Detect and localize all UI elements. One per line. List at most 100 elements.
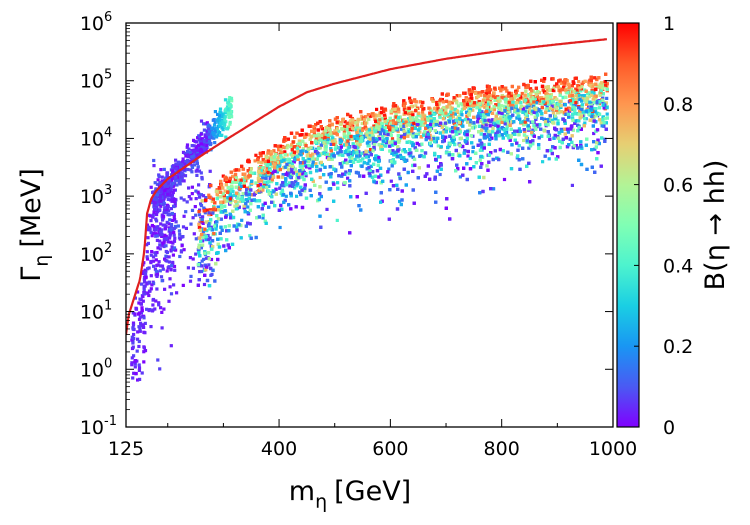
scatter-point: [162, 307, 166, 311]
scatter-point: [152, 227, 156, 232]
scatter-point: [169, 292, 174, 296]
scatter-point: [353, 157, 357, 161]
scatter-point: [160, 232, 164, 236]
scatter-point: [458, 175, 462, 179]
scatter-point: [152, 164, 156, 168]
scatter-point: [512, 94, 516, 98]
scatter-point: [562, 87, 566, 92]
scatter-point: [278, 225, 282, 230]
scatter-point: [583, 121, 587, 125]
scatter-point: [223, 109, 227, 113]
scatter-point: [162, 167, 166, 171]
scatter-point: [169, 232, 173, 236]
scatter-point: [158, 243, 162, 247]
scatter-point: [159, 264, 163, 268]
scatter-point: [162, 237, 166, 241]
scatter-point: [186, 266, 190, 270]
scatter-point: [161, 218, 165, 222]
scatter-point: [183, 162, 188, 166]
scatter-point: [152, 196, 156, 200]
scatter-point: [150, 250, 154, 254]
scatter-point: [194, 189, 198, 193]
scatter-point: [480, 110, 484, 114]
scatter-point: [218, 124, 222, 128]
scatter-point: [501, 87, 505, 91]
scatter-point: [223, 111, 228, 115]
scatter-point: [153, 208, 157, 212]
scatter-point: [216, 112, 220, 116]
scatter-point: [198, 140, 202, 144]
scatter-point: [418, 130, 422, 134]
scatter-point: [202, 143, 206, 147]
scatter-point: [286, 143, 290, 148]
scatter-point: [155, 193, 159, 197]
scatter-point: [150, 283, 154, 287]
scatter-point: [189, 197, 193, 201]
scatter-point: [220, 133, 224, 137]
scatter-point: [137, 301, 141, 305]
scatter-point: [130, 338, 134, 342]
scatter-point: [133, 365, 137, 369]
scatter-point: [169, 223, 174, 227]
scatter-point: [228, 96, 232, 100]
scatter-point: [152, 282, 156, 286]
scatter-point: [144, 275, 148, 279]
scatter-point: [522, 138, 526, 143]
scatter-point: [182, 198, 186, 202]
scatter-point: [527, 146, 531, 150]
scatter-point: [517, 127, 521, 131]
scatter-point: [209, 130, 213, 134]
scatter-point: [205, 140, 209, 145]
scatter-point: [145, 243, 149, 247]
scatter-point: [152, 264, 156, 268]
scatter-point: [185, 143, 190, 147]
scatter-point: [160, 243, 164, 247]
scatter-point: [191, 257, 195, 261]
scatter-point: [178, 232, 182, 236]
scatter-point: [137, 317, 142, 321]
scatter-point: [398, 175, 402, 179]
scatter-point: [177, 229, 181, 233]
scatter-point: [149, 219, 153, 223]
scatter-point: [456, 115, 460, 119]
scatter-point: [132, 332, 136, 337]
scatter-point: [143, 331, 147, 335]
scatter-point: [181, 225, 186, 229]
scatter-point: [325, 207, 329, 211]
scatter-point: [194, 154, 198, 158]
scatter-point: [206, 137, 210, 141]
scatter-point: [143, 270, 147, 274]
scatter-point: [199, 147, 203, 151]
scatter-point: [192, 232, 196, 236]
scatter-point: [194, 146, 198, 150]
scatter-point: [195, 161, 199, 165]
scatter-point: [179, 162, 184, 167]
scatter-point: [146, 236, 150, 240]
scatter-point: [155, 274, 159, 278]
scatter-point: [295, 194, 299, 198]
scatter-point: [176, 160, 180, 164]
scatter-point: [163, 188, 167, 192]
scatter-point: [214, 126, 219, 130]
scatter-point: [546, 88, 550, 92]
scatter-point: [159, 195, 163, 199]
scatter-point: [171, 191, 175, 195]
scatter-point: [285, 153, 289, 157]
scatter-point: [190, 148, 194, 153]
scatter-point: [142, 278, 146, 282]
scatter-point: [163, 233, 167, 237]
scatter-point: [398, 199, 402, 204]
scatter-point: [170, 195, 174, 199]
scatter-point: [197, 138, 201, 142]
scatter-point: [171, 241, 175, 245]
scatter-point: [199, 119, 204, 123]
scatter-point: [168, 234, 172, 238]
scatter-point: [221, 128, 225, 132]
scatter-point: [149, 185, 153, 189]
scatter-point: [190, 170, 194, 174]
scatter-point: [159, 306, 163, 310]
scatter-point: [169, 207, 173, 211]
scatter-point: [200, 177, 204, 181]
scatter-point: [159, 168, 163, 172]
